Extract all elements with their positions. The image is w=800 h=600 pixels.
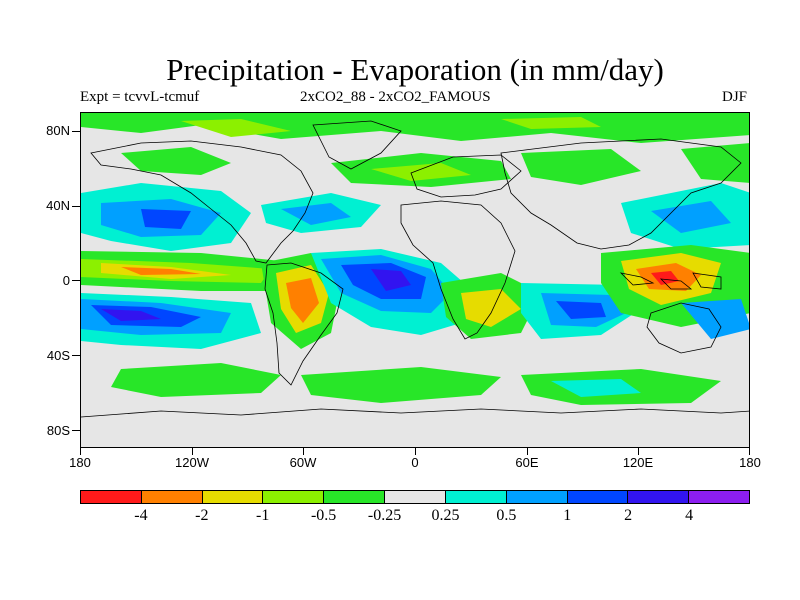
lon-tick <box>749 448 750 455</box>
coastline-asia <box>500 138 742 250</box>
contour-region <box>121 147 231 175</box>
contour-region <box>371 163 471 181</box>
map-panel <box>80 112 750 448</box>
lon-tick <box>527 448 528 455</box>
lat-tick <box>72 131 80 132</box>
lon-label-120e: 120E <box>622 455 654 470</box>
contour-region <box>141 209 191 229</box>
color-legend-label: 2 <box>624 507 633 524</box>
contour-region <box>681 143 749 183</box>
color-legend-box <box>385 491 446 503</box>
season-label: DJF <box>722 89 748 105</box>
color-legend-label: 1 <box>563 507 572 524</box>
color-legend-box <box>141 491 203 503</box>
lat-label-80n: 80N <box>46 123 70 138</box>
lon-label-60e: 60E <box>515 455 539 470</box>
experiment-label: Expt = tcvvL-tcmuf <box>80 89 200 105</box>
anomaly-field <box>81 113 749 447</box>
lon-label-120w: 120W <box>175 455 209 470</box>
lon-label-0: 0 <box>411 455 419 470</box>
lon-label-60w: 60W <box>289 455 317 470</box>
coastline-greenland <box>312 120 402 170</box>
contour-region <box>181 119 291 137</box>
color-legend-label: 0.25 <box>431 507 460 524</box>
lat-label-80s: 80S <box>46 423 70 438</box>
color-legend-label: -0.25 <box>367 507 402 524</box>
contour-region <box>81 113 749 143</box>
color-legend-box <box>202 491 264 503</box>
contour-region <box>121 267 201 275</box>
contour-region <box>556 301 606 319</box>
coastline-north-america <box>90 140 314 264</box>
lon-label-180w: 180 <box>69 455 91 470</box>
lon-tick <box>80 448 81 455</box>
lon-tick <box>192 448 193 455</box>
contour-region <box>371 269 411 291</box>
contour-region <box>681 299 749 339</box>
coastlines <box>81 120 749 418</box>
lon-tick <box>303 448 304 455</box>
lat-tick <box>72 355 80 356</box>
contour-region <box>301 367 501 403</box>
color-legend <box>80 490 750 504</box>
contour-region <box>81 409 749 447</box>
coastline-africa <box>400 200 516 340</box>
contour-region <box>286 278 319 323</box>
color-legend-box <box>506 491 568 503</box>
coastline-antarctica <box>81 408 749 418</box>
lat-tick <box>72 430 80 431</box>
color-legend-box <box>263 491 325 503</box>
coastline-south-america <box>264 262 344 386</box>
contour-region <box>111 363 281 397</box>
color-legend-label: -2 <box>195 507 209 524</box>
contour-region <box>651 271 679 285</box>
lon-label-180e: 180 <box>739 455 761 470</box>
contour-region <box>461 289 521 327</box>
color-legend-label: -1 <box>256 507 270 524</box>
lat-label-40n: 40N <box>46 198 70 213</box>
lon-tick <box>415 448 416 455</box>
color-legend-box <box>324 491 386 503</box>
contour-region <box>281 203 351 225</box>
color-legend-box <box>567 491 629 503</box>
precipitation-map <box>81 113 749 447</box>
contour-region <box>521 149 641 185</box>
color-legend-label: -0.5 <box>310 507 337 524</box>
plot-title: Precipitation - Evaporation (in mm/day) <box>166 52 664 87</box>
lat-label-eq: 0 <box>62 273 70 288</box>
comparison-label: 2xCO2_88 - 2xCO2_FAMOUS <box>300 89 491 105</box>
lat-tick <box>72 280 80 281</box>
color-legend-label: 4 <box>685 507 694 524</box>
color-legend-box <box>689 491 749 503</box>
color-legend-box <box>628 491 690 503</box>
contour-region <box>501 117 601 129</box>
coastline-europe <box>410 154 522 198</box>
color-legend-box <box>81 491 142 503</box>
contour-region <box>551 379 641 397</box>
coastline-australia <box>646 302 722 354</box>
contour-region <box>101 309 161 321</box>
color-legend-label: -4 <box>134 507 148 524</box>
color-legend-box <box>445 491 507 503</box>
lat-tick <box>72 206 80 207</box>
color-legend-label: 0.5 <box>496 507 517 524</box>
contour-region <box>651 201 731 233</box>
coastline-islands <box>619 272 722 290</box>
lon-tick <box>638 448 639 455</box>
lat-label-40s: 40S <box>46 348 70 363</box>
